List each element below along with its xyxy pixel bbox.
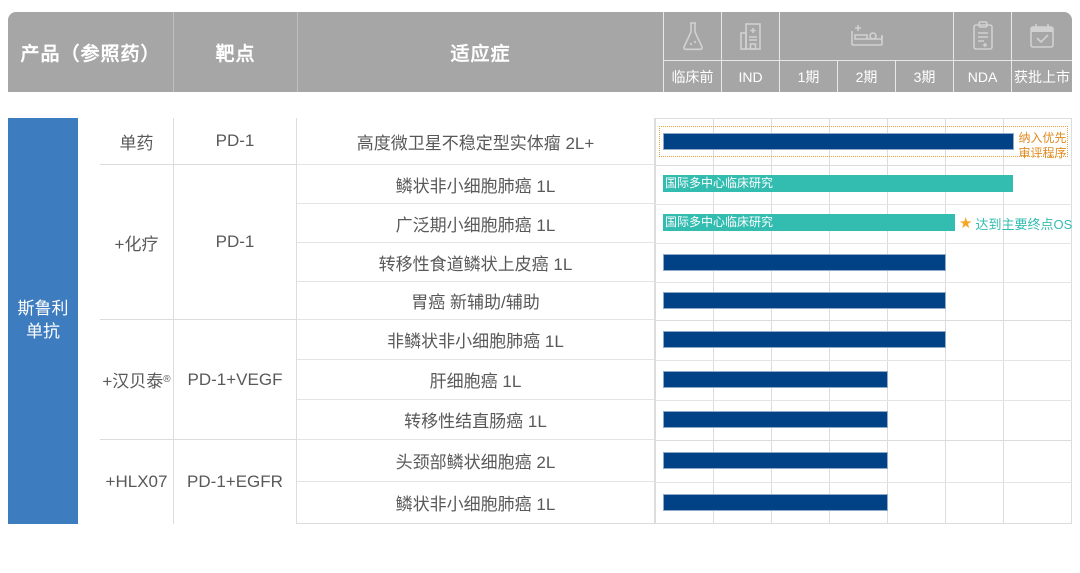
hospital-icon (721, 12, 779, 60)
target-cell-hlx07: PD-1+EGFR (174, 440, 297, 524)
registered-mark: ® (163, 374, 171, 385)
stage-label-phase1: 1期 (779, 60, 837, 92)
indication-cell: 鳞状非小细胞肺癌 1L (297, 165, 655, 204)
priority-review-box (659, 126, 1068, 157)
pipeline-table: 单药 PD-1 +化疗 PD-1 +汉贝泰 ® PD-1+VEGF +HLX07 … (100, 118, 1072, 524)
bar-label: 国际多中心临床研究 (665, 215, 774, 229)
stage-label-row: 临床前 IND 1期 2期 3期 NDA 获批上市 (663, 60, 1072, 92)
stage-label-preclinical: 临床前 (663, 60, 721, 92)
progress-bar (663, 371, 888, 388)
calendar-check-icon (1011, 12, 1072, 60)
stage-bar-area: 纳入优先 审评程序 国际多中心临床研究 国际多中心临床研究 ★ 达到主要终点OS (655, 118, 1072, 524)
indication-cell: 高度微卫星不稳定型实体瘤 2L+ (297, 118, 655, 165)
table-header: 产品（参照药） 靶点 适应症 (8, 12, 1072, 92)
indication-cell: 转移性食道鳞状上皮癌 1L (297, 243, 655, 282)
header-target: 靶点 (174, 12, 298, 92)
indication-cell: 肝细胞癌 1L (297, 360, 655, 400)
annotation-endpoint-met: ★ 达到主要终点OS (959, 215, 1073, 232)
combo-cell-chemo: +化疗 (100, 165, 174, 320)
progress-bar (663, 133, 1014, 150)
combo-cell-monotherapy: 单药 (100, 118, 174, 165)
indication-cell: 非鳞状非小细胞肺癌 1L (297, 320, 655, 360)
stage-label-ind: IND (721, 60, 779, 92)
progress-bar (663, 331, 946, 348)
stage-icon-row (663, 12, 1072, 60)
progress-bar (663, 411, 888, 428)
combo-cell-hlx07: +HLX07 (100, 440, 174, 524)
stage-label-phase2: 2期 (837, 60, 895, 92)
stage-label-approved: 获批上市 (1011, 60, 1072, 92)
progress-bar (663, 292, 946, 309)
bar-label: 国际多中心临床研究 (665, 176, 774, 190)
indication-cell: 鳞状非小细胞肺癌 1L (297, 482, 655, 524)
product-band: 斯鲁利 单抗 (8, 118, 78, 524)
star-icon: ★ (959, 215, 973, 232)
progress-bar: 国际多中心临床研究 (663, 175, 1013, 192)
header-indication: 适应症 (450, 43, 511, 65)
flask-icon (663, 12, 721, 60)
header-product: 产品（参照药） (8, 12, 174, 92)
target-cell-hanbeitai: PD-1+VEGF (174, 320, 297, 440)
progress-bar (663, 254, 946, 271)
annotation-priority-review: 纳入优先 审评程序 (1018, 131, 1067, 160)
indication-cell: 广泛期小细胞肺癌 1L (297, 204, 655, 243)
progress-bar (663, 494, 888, 511)
target-cell-monotherapy: PD-1 (174, 118, 297, 165)
stage-label-nda: NDA (953, 60, 1011, 92)
progress-bar (663, 452, 888, 469)
header-stage-columns: 临床前 IND 1期 2期 3期 NDA 获批上市 (663, 12, 1072, 92)
stage-label-phase3: 3期 (895, 60, 953, 92)
clipboard-icon (953, 12, 1011, 60)
header-main-columns: 产品（参照药） 靶点 适应症 (8, 12, 663, 92)
target-cell-chemo: PD-1 (174, 165, 297, 320)
indication-cell: 胃癌 新辅助/辅助 (297, 282, 655, 320)
indication-cell: 头颈部鳞状细胞癌 2L (297, 440, 655, 482)
combo-cell-hanbeitai: +汉贝泰 ® (100, 320, 174, 440)
product-name: 斯鲁利 单抗 (17, 299, 69, 341)
indication-cell: 转移性结直肠癌 1L (297, 400, 655, 440)
bed-icon (779, 12, 953, 60)
progress-bar: 国际多中心临床研究 (663, 214, 955, 231)
